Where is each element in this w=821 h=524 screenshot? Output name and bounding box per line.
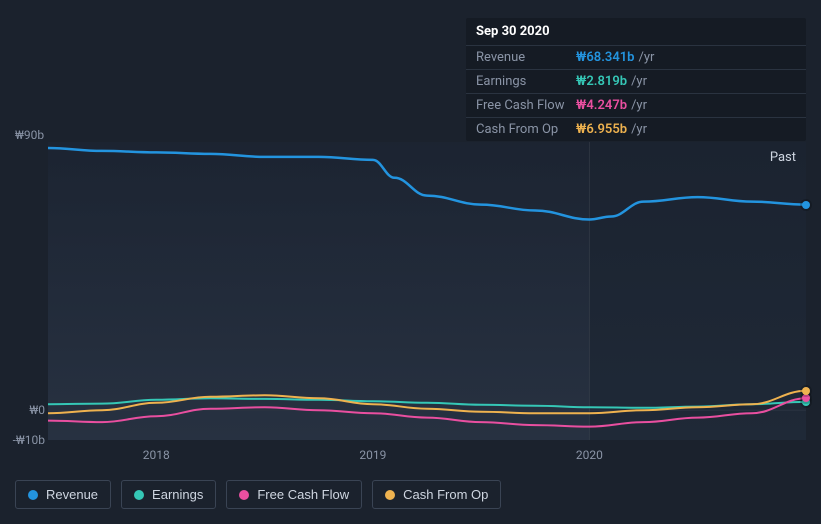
- legend-item-label: Cash From Op: [403, 487, 488, 502]
- tooltip-row-value: ₩4.247b: [576, 98, 627, 113]
- tooltip-row-unit: /yr: [631, 122, 647, 137]
- tooltip-row-unit: /yr: [638, 50, 654, 65]
- legend-item-label: Revenue: [46, 487, 98, 502]
- legend-item-label: Earnings: [152, 487, 203, 502]
- tooltip-row-value: ₩6.955b: [576, 122, 627, 137]
- x-axis: 2018 2019 2020: [48, 448, 806, 464]
- legend-item-cfo[interactable]: Cash From Op: [372, 480, 501, 509]
- x-tick-label: 2019: [359, 448, 386, 462]
- legend: Revenue Earnings Free Cash Flow Cash From O…: [15, 480, 501, 509]
- tooltip-row-label: Free Cash Flow: [476, 98, 576, 113]
- x-tick-label: 2018: [143, 448, 170, 462]
- y-tick-label: ₩90b: [15, 128, 60, 142]
- tooltip-row: Earnings₩2.819b/yr: [466, 70, 806, 94]
- tooltip-row: Free Cash Flow₩4.247b/yr: [466, 94, 806, 118]
- legend-item-label: Free Cash Flow: [257, 487, 349, 502]
- chart-container: Sep 30 2020 Revenue₩68.341b/yrEarnings₩2…: [0, 0, 821, 524]
- tooltip-row-value: ₩2.819b: [576, 74, 627, 89]
- tooltip-panel: Sep 30 2020 Revenue₩68.341b/yrEarnings₩2…: [466, 18, 806, 141]
- legend-dot-icon: [385, 490, 395, 500]
- series-end-dot-fcf: [802, 394, 810, 402]
- series-end-dot-revenue: [802, 201, 810, 209]
- x-tick-label: 2020: [576, 448, 603, 462]
- tooltip-date: Sep 30 2020: [466, 18, 806, 46]
- legend-item-revenue[interactable]: Revenue: [15, 480, 111, 509]
- tooltip-row: Revenue₩68.341b/yr: [466, 46, 806, 70]
- tooltip-row-label: Revenue: [476, 50, 576, 65]
- series-end-dot-cfo: [802, 387, 810, 395]
- chart-area[interactable]: Past ₩0-₩10b: [15, 142, 806, 440]
- tooltip-row-unit: /yr: [631, 98, 647, 113]
- series-line-revenue: [48, 148, 806, 220]
- tooltip-row-unit: /yr: [631, 74, 647, 89]
- legend-item-earnings[interactable]: Earnings: [121, 480, 216, 509]
- tooltip-row-value: ₩68.341b: [576, 50, 634, 65]
- legend-dot-icon: [28, 490, 38, 500]
- y-tick-label: -₩10b: [0, 433, 45, 447]
- legend-item-fcf[interactable]: Free Cash Flow: [226, 480, 362, 509]
- tooltip-row-label: Cash From Op: [476, 122, 576, 137]
- tooltip-row-label: Earnings: [476, 74, 576, 89]
- legend-dot-icon: [134, 490, 144, 500]
- tooltip-row: Cash From Op₩6.955b/yr: [466, 118, 806, 141]
- plot-svg: [48, 142, 806, 440]
- y-tick-label: ₩0: [0, 403, 45, 417]
- legend-dot-icon: [239, 490, 249, 500]
